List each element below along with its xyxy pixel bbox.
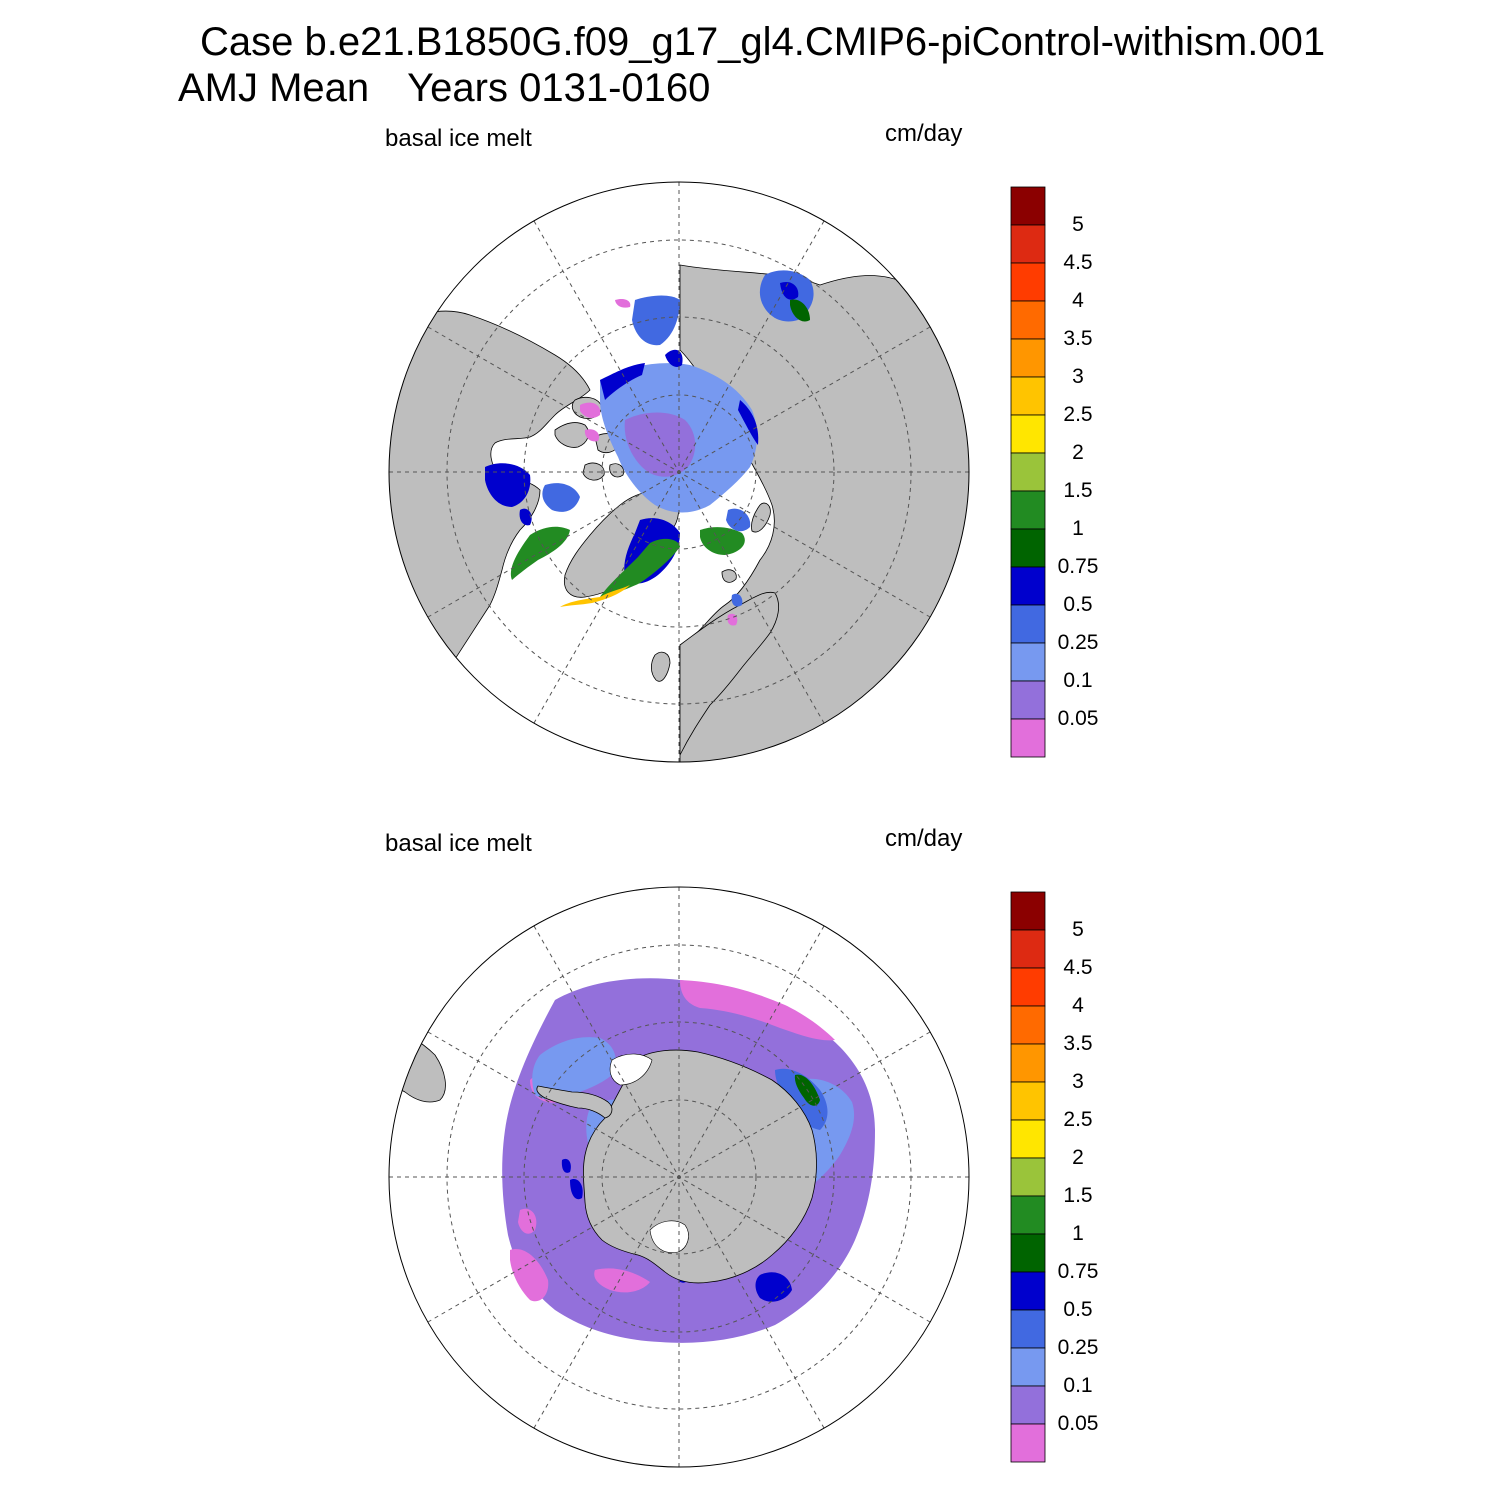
figure-title-case: Case b.e21.B1850G.f09_g17_gl4.CMIP6-piCo… <box>200 20 1326 64</box>
north-colorbar-box-12 <box>1010 642 1046 682</box>
south-graticule <box>389 887 969 1467</box>
south-colorbar-box-1 <box>1010 929 1046 969</box>
north-colorbar-label: 0.5 <box>1063 593 1093 616</box>
antarctic-peninsula-land <box>536 1085 613 1119</box>
north-colorbar-box-3 <box>1010 300 1046 340</box>
south-colorbar-box-12 <box>1010 1347 1046 1387</box>
north-colorbar-box-4 <box>1010 338 1046 378</box>
south-colorbar-label: 4 <box>1072 994 1084 1017</box>
north-colorbar-label: 3 <box>1072 365 1084 388</box>
north-melt-field <box>485 270 814 626</box>
south-variable-label: basal ice melt <box>385 830 532 857</box>
south-colorbar-box-9 <box>1010 1233 1046 1273</box>
south-colorbar-box-11 <box>1010 1309 1046 1349</box>
south-colorbar-label: 3.5 <box>1063 1032 1093 1055</box>
south-colorbar-label: 1 <box>1072 1222 1084 1245</box>
north-graticule <box>389 182 969 762</box>
north-colorbar-box-8 <box>1010 490 1046 530</box>
south-colorbar-box-7 <box>1010 1157 1046 1197</box>
south-colorbar-label: 2.5 <box>1063 1108 1093 1131</box>
antarctica-land <box>583 1049 817 1284</box>
south-colorbar-label: 0.75 <box>1057 1260 1099 1283</box>
south-colorbar-box-3 <box>1010 1005 1046 1045</box>
figure-title-season: AMJ Mean Years 0131-0160 <box>178 66 710 111</box>
south-colorbar-box-13 <box>1010 1385 1046 1425</box>
north-polar-map <box>388 181 970 763</box>
north-colorbar-box-5 <box>1010 376 1046 416</box>
north-colorbar-label: 0.1 <box>1063 669 1093 692</box>
south-colorbar-label: 0.5 <box>1063 1298 1093 1321</box>
north-colorbar-label: 4 <box>1072 289 1084 312</box>
north-colorbar-label: 5 <box>1072 213 1084 236</box>
north-map-boundary <box>388 181 970 763</box>
north-colorbar-box-10 <box>1010 566 1046 606</box>
south-colorbar-label: 5 <box>1072 918 1084 941</box>
north-colorbar-box-7 <box>1010 452 1046 492</box>
north-colorbar-label: 2.5 <box>1063 403 1093 426</box>
south-colorbar-label: 3 <box>1072 1070 1084 1093</box>
north-colorbar-label: 2 <box>1072 441 1084 464</box>
south-colorbar-box-4 <box>1010 1043 1046 1083</box>
south-colorbar <box>1010 891 1046 1463</box>
south-colorbar-box-0 <box>1010 891 1046 931</box>
north-colorbar-box-11 <box>1010 604 1046 644</box>
season-label: AMJ Mean <box>178 66 370 110</box>
south-colorbar-box-6 <box>1010 1119 1046 1159</box>
south-colorbar-box-10 <box>1010 1271 1046 1311</box>
weddell-ice-shelf <box>609 1053 653 1086</box>
south-units-label: cm/day <box>885 825 963 852</box>
north-colorbar-labels: 5 4.5 4 3.5 3 2.5 2 1.5 1 0.75 0.5 0.25 0.1 0.05 <box>1042 186 1122 759</box>
north-units-label: cm/day <box>885 120 963 147</box>
ross-ice-shelf <box>649 1220 689 1253</box>
north-colorbar-label: 0.05 <box>1057 707 1099 730</box>
south-colorbar-box-5 <box>1010 1081 1046 1121</box>
north-colorbar-box-14 <box>1010 718 1046 758</box>
south-colorbar-label: 0.25 <box>1057 1336 1099 1359</box>
years-label: Years 0131-0160 <box>407 66 711 110</box>
south-colorbar-label: 0.05 <box>1057 1412 1099 1435</box>
south-polar-map <box>388 886 970 1468</box>
north-colorbar-label: 3.5 <box>1063 327 1093 350</box>
south-colorbar-label: 2 <box>1072 1146 1084 1169</box>
north-colorbar-box-9 <box>1010 528 1046 568</box>
south-colorbar-labels: 5 4.5 4 3.5 3 2.5 2 1.5 1 0.75 0.5 0.25 0.1 0.05 <box>1042 891 1122 1464</box>
north-colorbar-box-6 <box>1010 414 1046 454</box>
north-colorbar-label: 4.5 <box>1063 251 1093 274</box>
south-colorbar-label: 1.5 <box>1063 1184 1093 1207</box>
north-colorbar-label: 1 <box>1072 517 1084 540</box>
north-colorbar <box>1010 186 1046 758</box>
south-colorbar-box-2 <box>1010 967 1046 1007</box>
north-colorbar-box-13 <box>1010 680 1046 720</box>
north-colorbar-label: 0.75 <box>1057 555 1099 578</box>
south-colorbar-label: 0.1 <box>1063 1374 1093 1397</box>
north-colorbar-box-2 <box>1010 262 1046 302</box>
south-map-boundary <box>388 886 970 1468</box>
north-colorbar-box-1 <box>1010 224 1046 264</box>
north-colorbar-label: 0.25 <box>1057 631 1099 654</box>
south-colorbar-label: 4.5 <box>1063 956 1093 979</box>
north-colorbar-box-0 <box>1010 186 1046 226</box>
north-colorbar-label: 1.5 <box>1063 479 1093 502</box>
south-colorbar-box-8 <box>1010 1195 1046 1235</box>
south-colorbar-box-14 <box>1010 1423 1046 1463</box>
north-variable-label: basal ice melt <box>385 125 532 152</box>
